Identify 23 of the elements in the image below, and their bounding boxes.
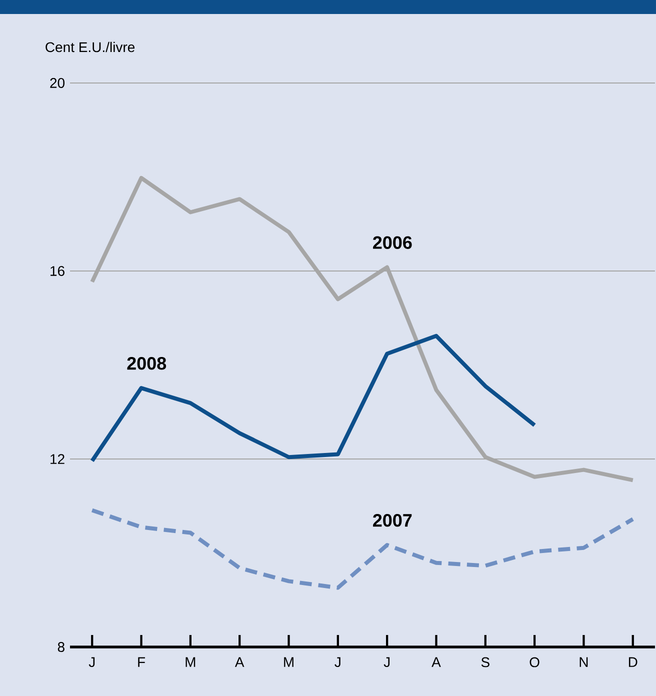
x-tick-label: J: [384, 657, 390, 668]
y-tick-label: 8: [58, 642, 64, 652]
x-tick-label: M: [186, 657, 196, 667]
x-tick-label: S: [481, 657, 490, 668]
line-series: [90, 508, 635, 590]
y-tick-label: 16: [50, 266, 64, 276]
x-tick-label: J: [88, 657, 95, 668]
x-tick-label: O: [530, 657, 540, 668]
y-axis-title: Cent E.U./livre: [46, 42, 135, 52]
series-label: 2007: [373, 514, 412, 527]
x-tick-label: A: [234, 657, 244, 667]
x-tick-label: N: [580, 657, 588, 667]
line-series: [90, 334, 537, 463]
x-tick-label: A: [432, 657, 441, 667]
x-tick-label: J: [334, 657, 340, 668]
y-tick-label: 12: [50, 454, 64, 464]
series-label: 2006: [373, 236, 412, 249]
y-tick-label: 20: [50, 78, 65, 88]
series-label: 2008: [127, 357, 166, 370]
x-tick-label: D: [628, 657, 638, 667]
x-tick-label: F: [138, 657, 145, 667]
x-tick-label: M: [284, 657, 294, 667]
line-series: [90, 176, 635, 482]
